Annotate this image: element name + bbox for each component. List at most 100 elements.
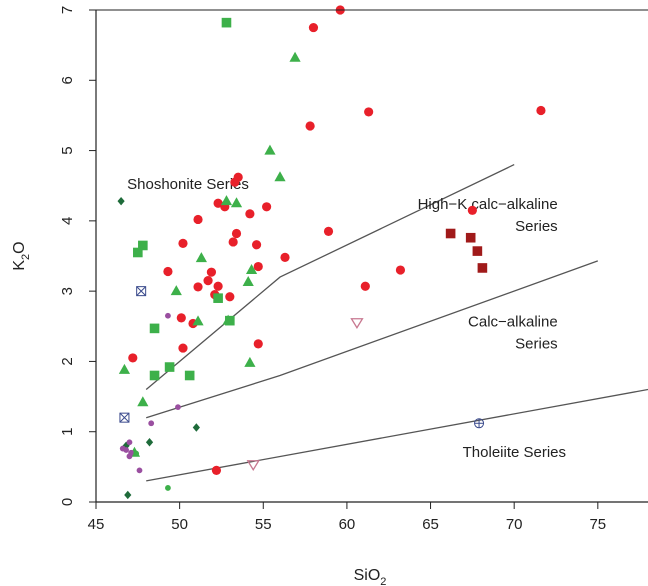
data-point-circle [178,238,188,248]
y-tick-label: 1 [59,428,76,436]
data-point-open-triangle [350,318,364,330]
data-point-small-dot [175,404,181,411]
data-point-triangle [230,197,243,208]
data-point-circle [203,276,213,286]
data-point-circle [245,209,255,219]
data-point-circle [176,313,186,323]
data-point-circle [163,266,173,277]
data-point-diamond [124,490,132,500]
data-point-square [149,370,160,381]
y-tick-label: 3 [59,287,76,295]
x-tick-label: 45 [88,516,105,533]
data-point-triangle [220,195,233,206]
data-point-square [164,362,175,372]
data-point-triangle [195,252,207,263]
data-point-circle [536,105,546,116]
x-tick-label: 70 [506,516,523,533]
data-point-diamond [192,423,200,432]
data-point-circle [206,267,217,277]
y-axis-title: K2O [11,241,32,270]
plot-area: Shoshonite Series High−K calc−alkaline Ser… [117,5,648,500]
data-point-triangle [264,144,276,155]
data-point-triangle [242,276,254,287]
data-point-circle [213,281,223,291]
data-point-circle [360,281,370,291]
data-point-small-dot [119,445,126,452]
region-label: Tholeiite Series [463,444,566,461]
data-point-crossbox [119,412,130,423]
data-point-triangle [274,171,286,182]
data-point-triangle [170,285,182,296]
y-tick-label: 6 [59,76,76,84]
data-point-square [477,263,488,273]
data-point-circle [128,353,138,363]
series-boundary-line [146,260,599,419]
x-tick-label: 55 [255,516,272,533]
data-point-circle [395,265,406,275]
data-point-circle [211,465,222,475]
data-point-small-dot [165,312,171,319]
data-point-crossbox-stroke [119,412,130,423]
data-point-triangle [118,363,131,374]
data-point-crossbox-stroke [136,286,147,296]
data-point-triangle [222,314,234,325]
data-point-square [138,240,148,251]
data-point-small-dot [148,420,155,427]
y-tick-label: 5 [59,146,76,154]
y-tick-label: 7 [59,6,76,14]
data-point-square [472,246,483,256]
x-tick-label: 65 [422,516,439,533]
x-tick-label: 50 [171,516,188,533]
region-label: Calc−alkaline Series [468,313,558,352]
series-boundary-line [146,388,648,482]
data-point-small-dot [136,467,143,474]
data-point-circle [305,121,315,131]
data-point-diamond [145,438,154,447]
y-tick-label: 2 [59,357,76,365]
data-point-square [184,370,195,381]
x-axis-title: SiO2 [354,567,387,586]
data-point-open-triangle [246,460,260,471]
region-label: High−K calc−alkaline Series [418,196,558,235]
data-point-square [213,293,223,303]
data-point-circle [308,22,319,33]
data-point-square [465,232,476,243]
data-point-small-dot [128,449,135,456]
data-point-circle [253,261,263,272]
data-point-circle [193,214,203,225]
data-point-triangle [245,264,258,275]
data-point-circle [228,237,238,247]
data-point-circle [251,240,262,250]
data-point-crossbox [136,286,147,297]
data-point-triangle [244,356,256,367]
data-point-circle [225,292,235,302]
data-point-triangle [289,51,301,62]
data-point-small-dot [126,439,133,446]
x-tick-label: 75 [589,516,606,533]
data-point-circle [178,343,188,353]
data-point-circle [467,205,477,215]
data-point-square [149,323,160,334]
x-tick-label: 60 [339,516,356,533]
data-point-diamond [117,196,125,206]
data-point-circle [323,226,334,236]
data-point-circle [262,202,272,212]
data-point-small-dot [133,450,140,457]
data-point-circle [253,339,263,349]
region-label: Shoshonite Series [127,176,249,193]
series-boundary-line [145,164,515,390]
y-tick-label: 4 [59,217,76,225]
data-point-small-dot [165,485,171,491]
data-point-circle [231,228,242,239]
data-point-square [133,247,143,258]
data-point-triangle [137,396,149,407]
data-point-square [445,228,456,239]
data-point-circle [364,107,374,117]
data-point-circle [280,252,290,263]
y-tick-label: 0 [59,498,76,506]
data-point-square [221,17,232,28]
data-point-circle [193,282,203,292]
data-point-triangle [192,315,204,326]
